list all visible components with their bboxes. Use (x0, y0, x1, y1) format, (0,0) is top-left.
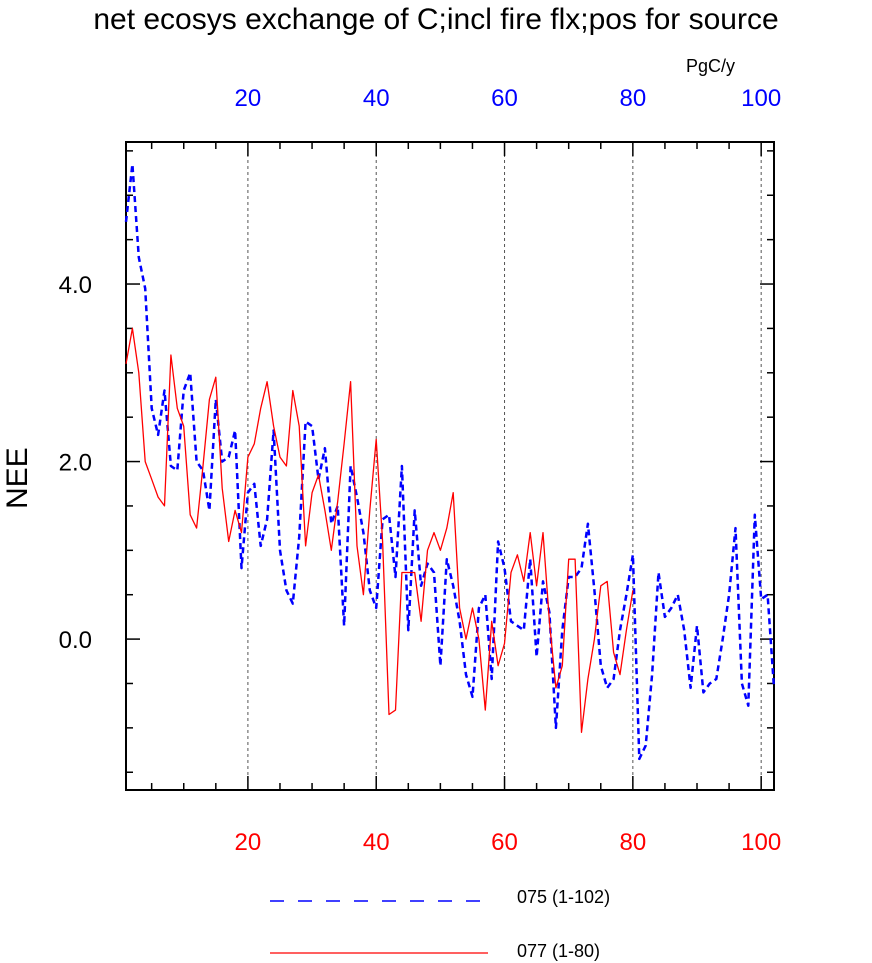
top-tick-label: 100 (741, 85, 781, 112)
chart-title: net ecosys exchange of C;incl fire flx;p… (93, 3, 779, 36)
plot-frame (125, 141, 775, 791)
units-label: PgC/y (686, 56, 736, 76)
series-line-0 (124, 162, 776, 761)
legend (270, 900, 488, 954)
top-axis-tick-labels: 20 40 60 80 100 (235, 85, 782, 112)
vertical-grid (247, 142, 762, 790)
bottom-tick-label: 100 (741, 829, 781, 856)
bottom-tick-label: 80 (619, 829, 646, 856)
bottom-tick-label: 40 (363, 829, 390, 856)
top-tick-label: 40 (363, 85, 390, 112)
bottom-tick-label: 20 (235, 829, 262, 856)
series-line-1 (125, 327, 634, 733)
legend-label-075: 075 (1-102) (517, 887, 611, 907)
top-tick-label: 20 (235, 85, 262, 112)
y-axis-tick-labels: 0.0 2.0 4.0 (59, 272, 92, 654)
y-tick-label: 2.0 (59, 450, 92, 477)
bottom-tick-label: 60 (491, 829, 518, 856)
y-tick-label: 0.0 (59, 627, 92, 654)
legend-label-077: 077 (1-80) (517, 941, 601, 961)
y-tick-label: 4.0 (59, 272, 92, 299)
axis-ticks (126, 142, 774, 790)
series-lines (124, 162, 776, 761)
bottom-axis-tick-labels: 20 40 60 80 100 (235, 829, 782, 856)
top-tick-label: 80 (619, 85, 646, 112)
top-tick-label: 60 (491, 85, 518, 112)
